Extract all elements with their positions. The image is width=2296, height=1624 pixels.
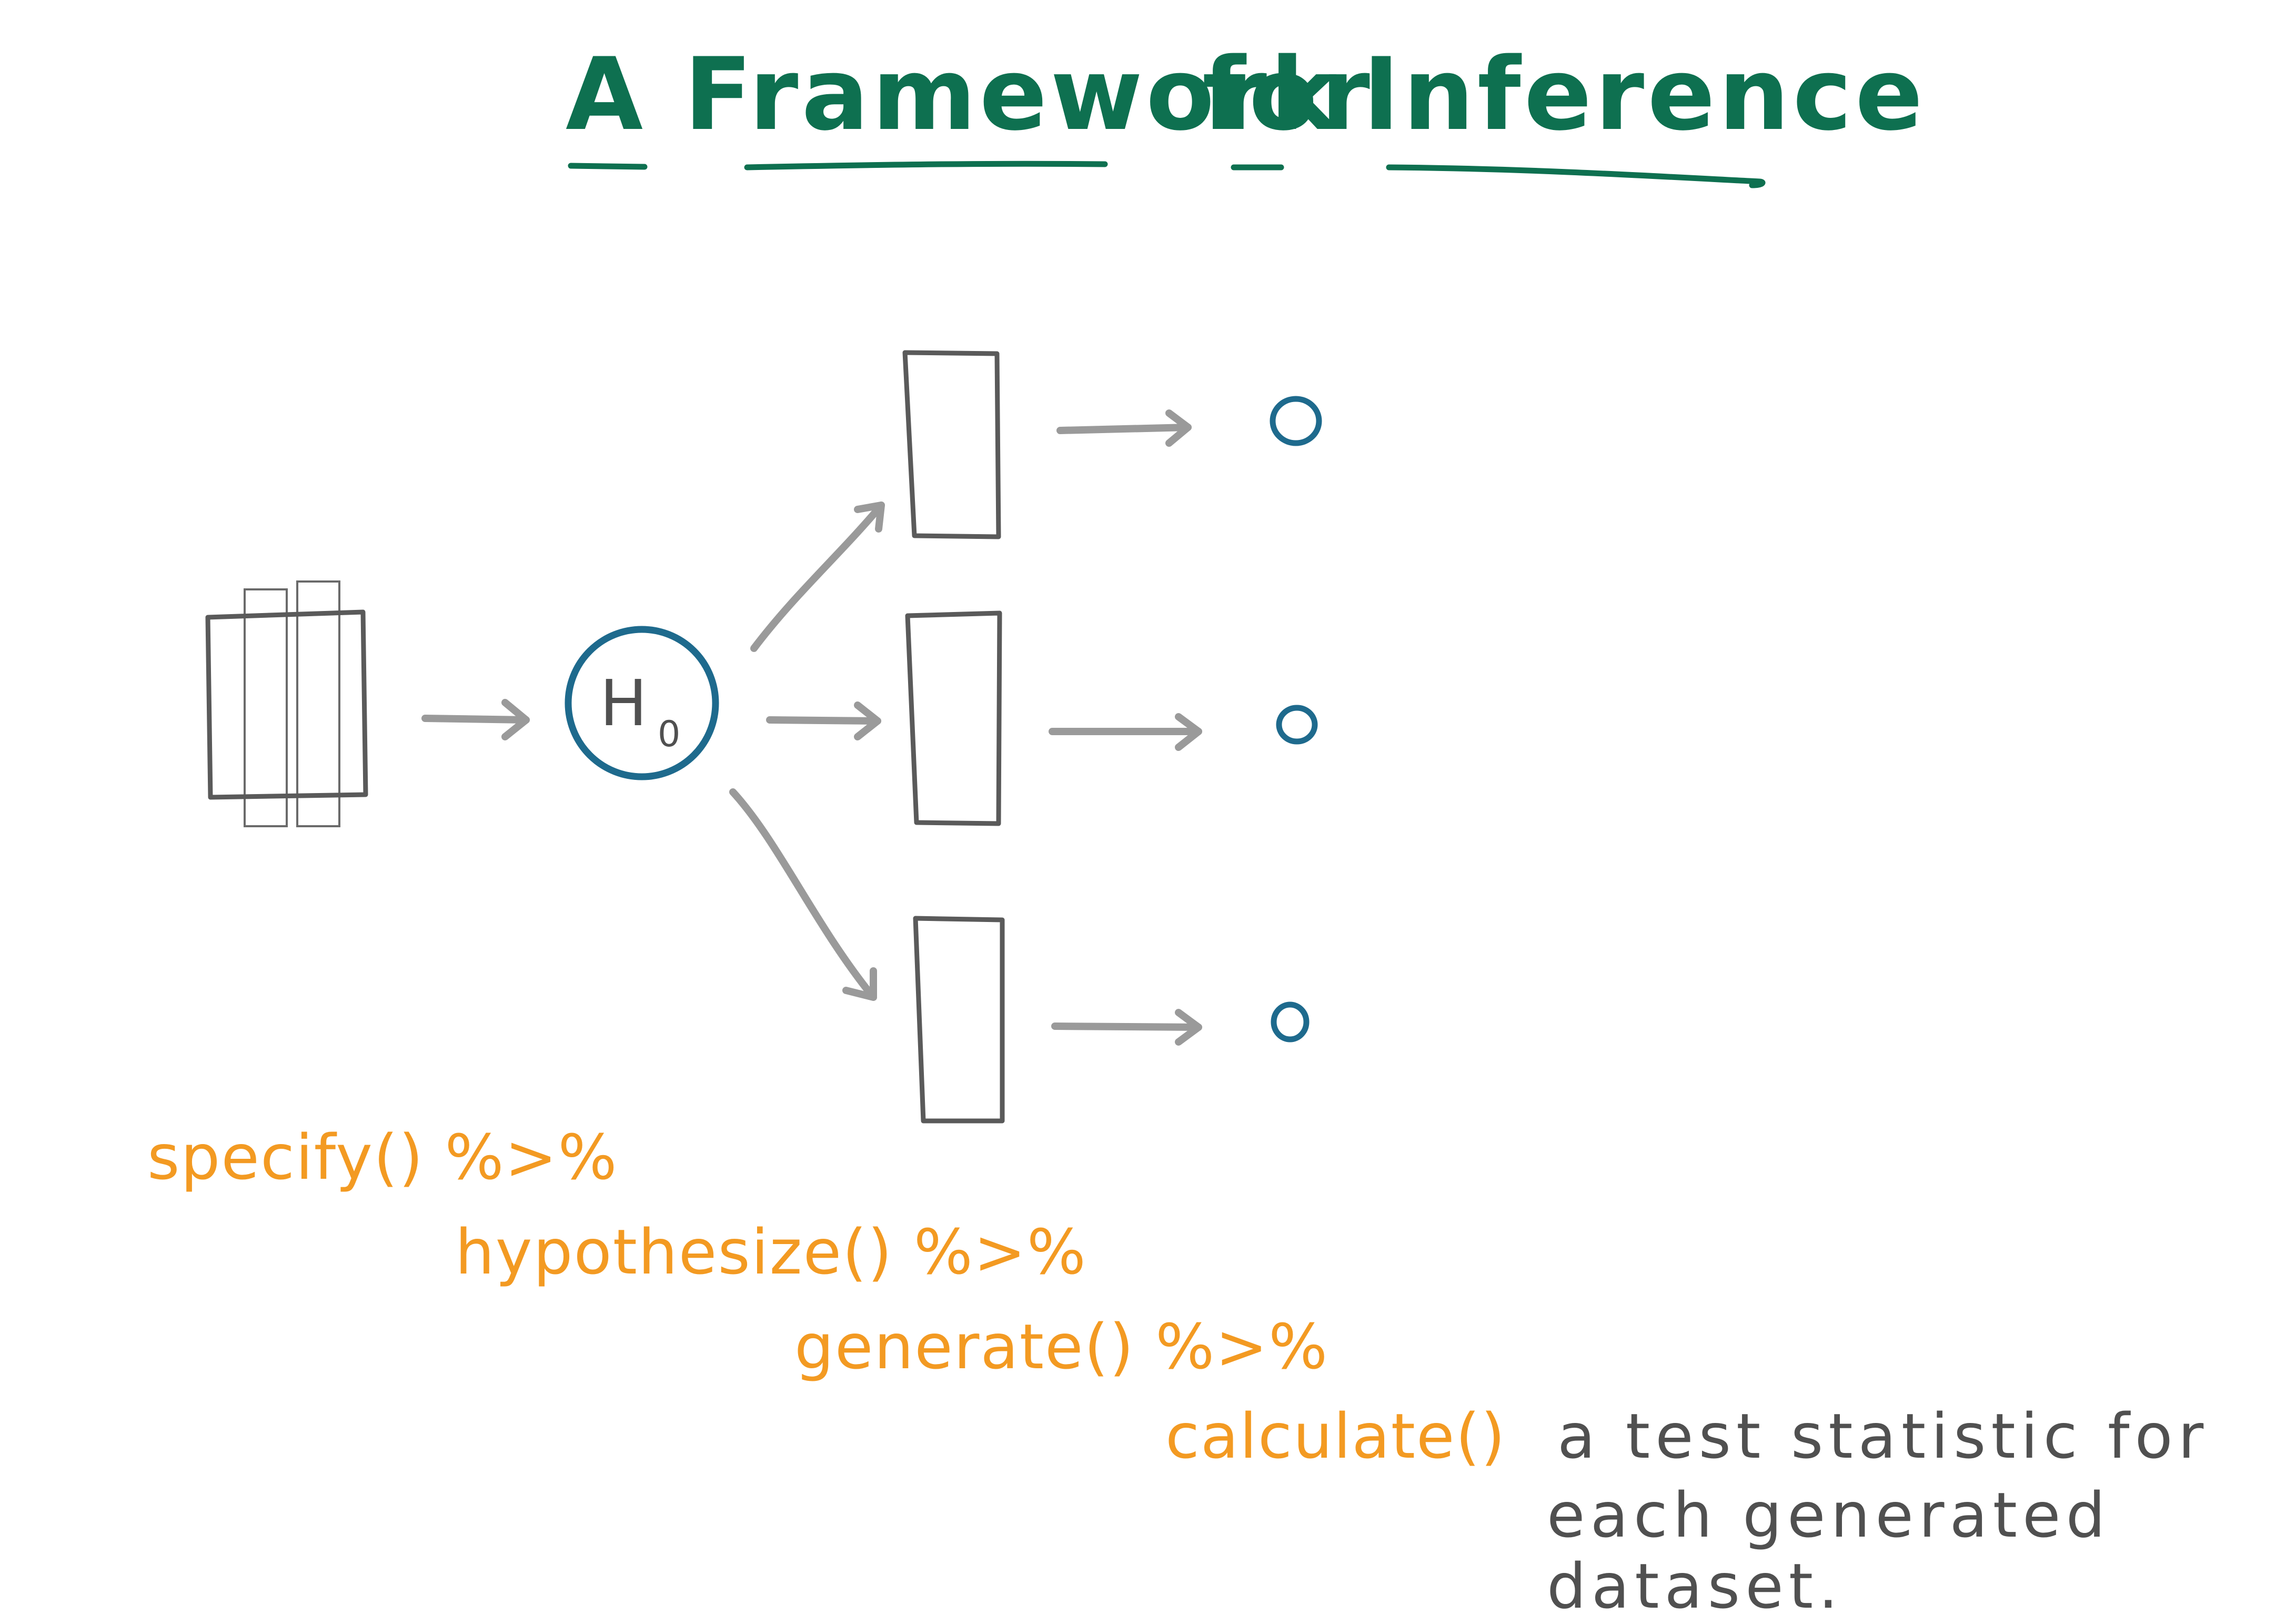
- dataset-frame: [205, 609, 368, 800]
- arrow-dataset-2-to-statistic: [1049, 713, 1202, 751]
- code-generate: generate() %>%: [794, 1310, 1328, 1383]
- code-specify: specify() %>%: [147, 1121, 618, 1194]
- title-underline-framework: [744, 161, 1108, 171]
- title-underline-inference: [1386, 164, 1766, 188]
- arrow-hypothesis-to-dataset-2: [766, 701, 881, 740]
- original-dataset-icon: [205, 580, 368, 827]
- test-statistic-1: [1270, 396, 1322, 446]
- generated-dataset-2: [905, 610, 1002, 826]
- generated-dataset-1: [902, 350, 1001, 539]
- title-group: A Framework for Inference: [566, 36, 1926, 188]
- title-word-a: A: [566, 36, 646, 153]
- generated-dataset-3: [913, 916, 1005, 1124]
- test-statistic-3: [1271, 1001, 1310, 1042]
- title-word-framework: Framework: [684, 36, 1340, 153]
- hypothesis-node: H 0: [565, 626, 719, 780]
- test-statistic-2: [1276, 705, 1318, 745]
- note-line-3: dataset.: [1547, 1550, 1844, 1622]
- dataset-column-1: [244, 588, 288, 827]
- note-line-1: a test statistic for: [1557, 1400, 2209, 1472]
- hypothesis-subscript: 0: [658, 714, 680, 755]
- code-calculate: calculate(): [1165, 1400, 1506, 1472]
- title-underline-a: [568, 163, 648, 170]
- title-word-inference: Inference: [1363, 36, 1926, 153]
- note-line-2: each generated: [1547, 1479, 2111, 1551]
- pipeline-code: specify() %>% hypothesize() %>% generate…: [147, 1121, 1506, 1472]
- arrow-hypothesis-to-dataset-3: [729, 788, 877, 1001]
- hypothesis-label: H: [600, 667, 647, 740]
- calculate-note: a test statistic for each generated data…: [1547, 1400, 2209, 1622]
- arrow-dataset-1-to-statistic: [1056, 409, 1192, 447]
- arrow-hypothesis-to-dataset-1: [750, 502, 885, 652]
- arrow-dataset-to-hypothesis: [421, 699, 530, 740]
- title-word-for: for: [1202, 36, 1373, 153]
- arrow-dataset-3-to-statistic: [1051, 1009, 1202, 1046]
- dataset-column-2: [296, 580, 340, 827]
- code-hypothesize: hypothesize() %>%: [455, 1216, 1087, 1288]
- hypothesis-circle: [565, 626, 719, 780]
